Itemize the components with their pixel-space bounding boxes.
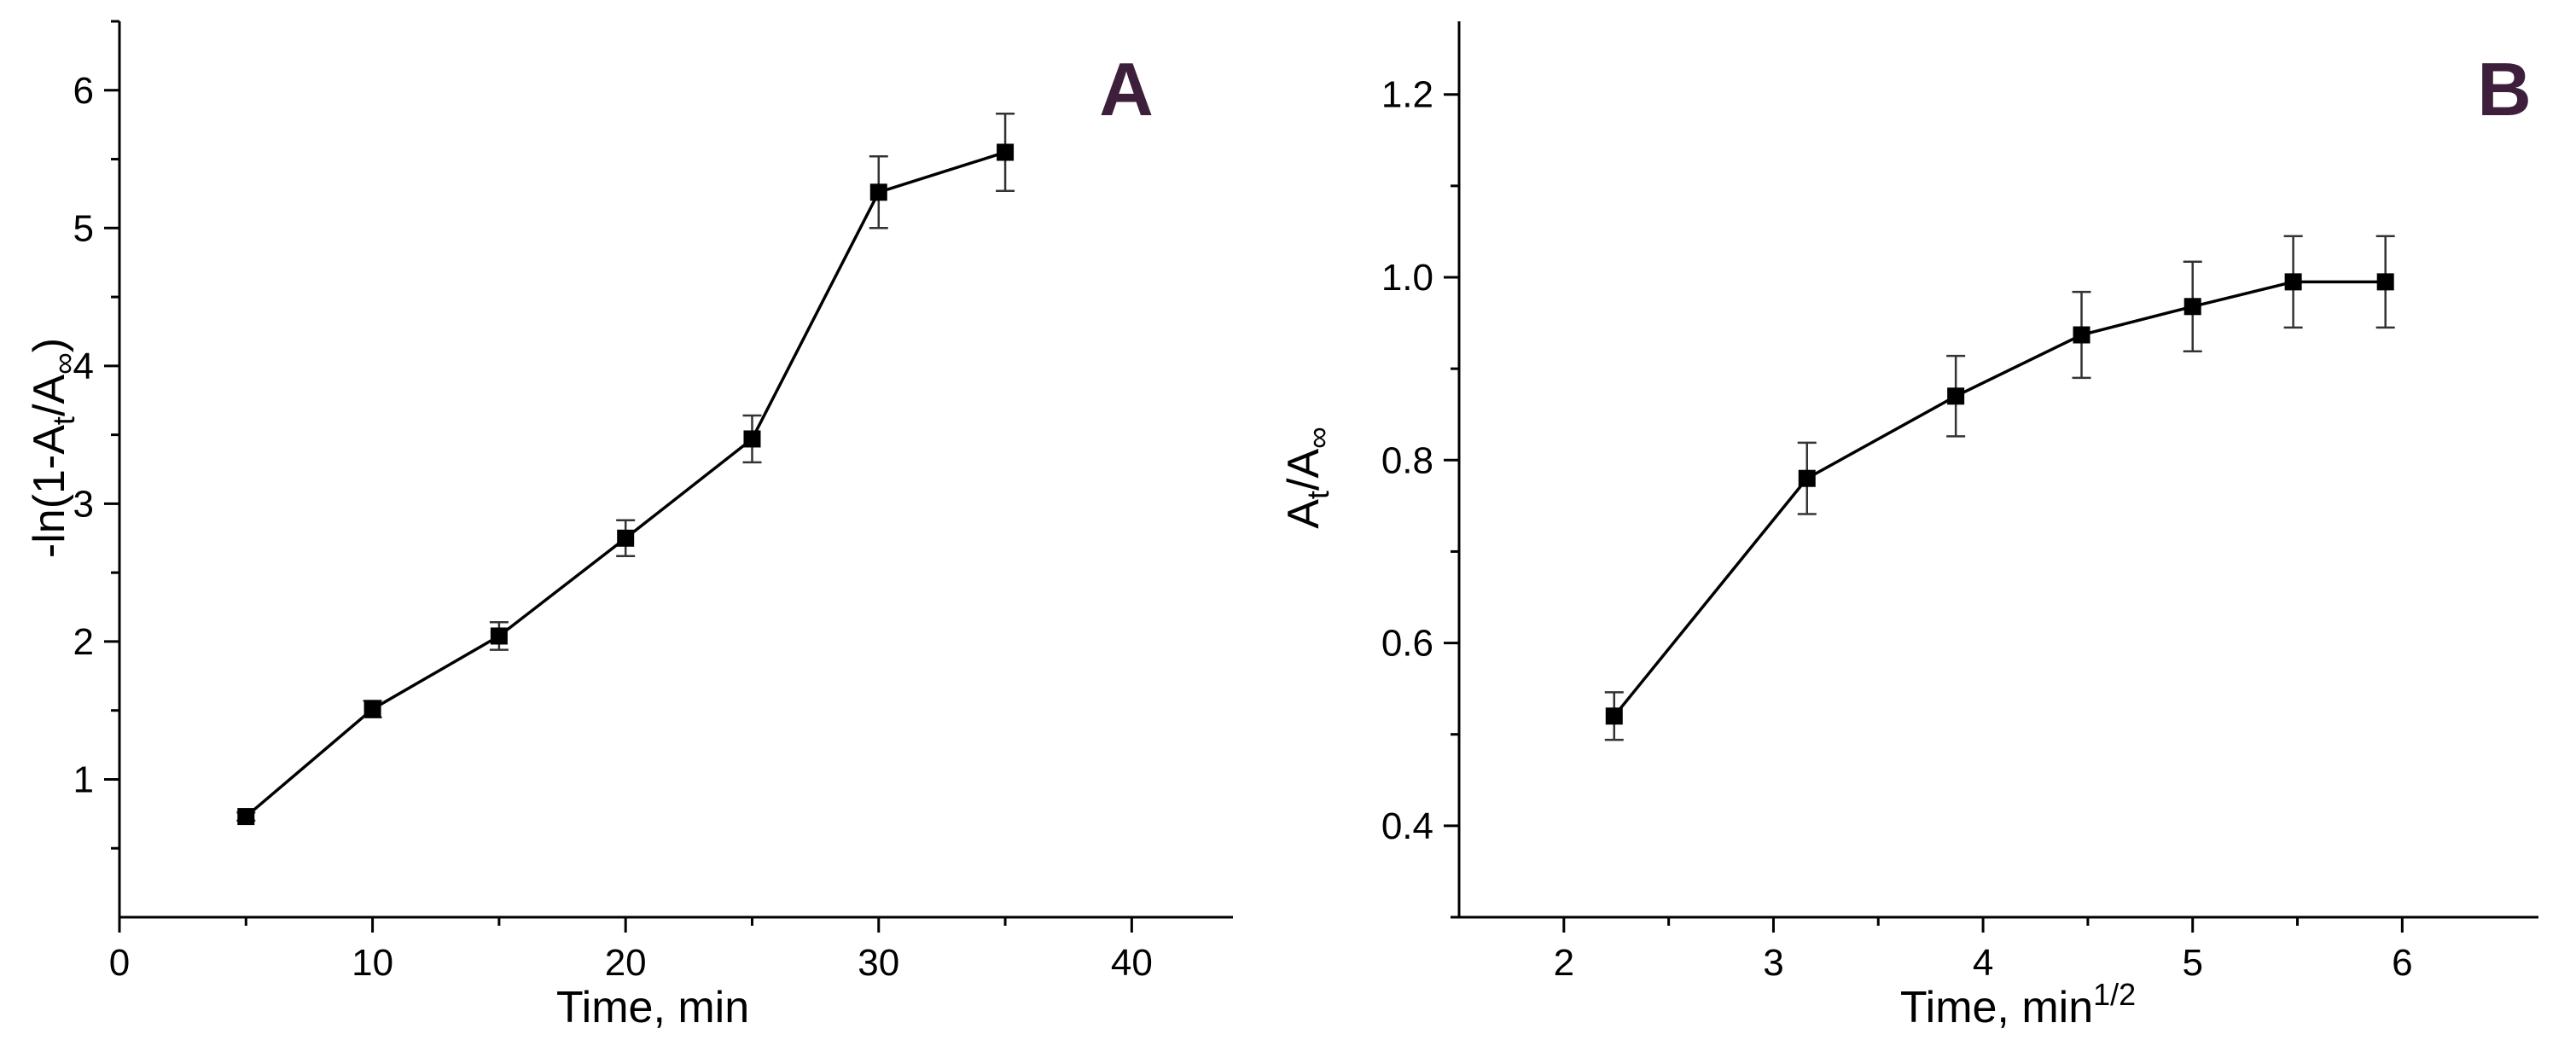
y-tick-label-b: 1.0 xyxy=(1381,257,1433,299)
data-point-a xyxy=(237,808,255,826)
y-axis-title-b-sub: t xyxy=(1300,491,1335,499)
x-tick-label-a: 20 xyxy=(605,942,647,984)
data-point-b xyxy=(2284,273,2302,291)
y-axis-title-b-sub2: ∞ xyxy=(1300,427,1335,449)
y-tick-label-a: 4 xyxy=(73,346,94,387)
x-axis-title-b: Time, min1/2 xyxy=(1900,977,2136,1032)
y-axis-title-b-mid: /A xyxy=(1279,449,1329,491)
y-axis-title-a-sub2: ∞ xyxy=(46,352,81,375)
y-tick-label-a: 1 xyxy=(73,758,94,800)
x-tick-label-b: 2 xyxy=(1554,942,1574,984)
y-axis-title-a: -ln(1-At/A∞) xyxy=(25,338,81,558)
data-point-a xyxy=(363,700,381,718)
y-tick-label-b: 1.2 xyxy=(1381,74,1433,116)
x-tick-label-b: 4 xyxy=(1973,942,1993,984)
x-tick-label-a: 40 xyxy=(1111,942,1153,984)
x-tick-label-b: 5 xyxy=(2182,942,2202,984)
y-axis-title-a-end: ) xyxy=(25,338,74,352)
panel-label-b: B xyxy=(2477,47,2532,131)
x-tick-label-a: 10 xyxy=(352,942,393,984)
data-point-a xyxy=(743,430,761,448)
y-axis-title-b-main: A xyxy=(1279,499,1329,529)
y-tick-label-a: 5 xyxy=(73,207,94,249)
x-axis-title-b-main: Time, min xyxy=(1900,983,2093,1032)
y-tick-label-a: 2 xyxy=(73,621,94,663)
data-point-b xyxy=(1605,707,1623,725)
y-tick-label-b: 0.4 xyxy=(1381,805,1433,847)
series-line-a xyxy=(245,150,1006,818)
data-point-b xyxy=(2376,273,2394,291)
series-a xyxy=(236,112,1015,826)
x-tick-label-a: 30 xyxy=(858,942,899,984)
y-axis-title-a-mid: /A xyxy=(25,375,74,416)
x-tick-label-b: 3 xyxy=(1763,942,1783,984)
y-tick-label-a: 6 xyxy=(73,70,94,112)
x-axis-title-b-sup: 1/2 xyxy=(2093,977,2136,1012)
data-point-b xyxy=(2183,298,2201,316)
data-point-a xyxy=(997,143,1015,161)
chart-panel-b: 2 3 4 5 6 0.4 0.6 0.8 1.0 1.2 B Time, min1/2 At/A… xyxy=(1279,21,2538,1032)
data-point-b xyxy=(1947,387,1965,405)
axes-b: 2 3 4 5 6 0.4 0.6 0.8 1.0 1.2 xyxy=(1381,21,2538,984)
chart-panel-a: 0 10 20 30 40 1 2 3 4 5 6 A Time, min -ln(1-At/A∞) xyxy=(25,20,1233,1032)
x-tick-label-b: 6 xyxy=(2392,942,2412,984)
x-tick-label-a: 0 xyxy=(109,942,130,984)
series-b xyxy=(1604,235,2395,741)
x-axis-title-a: Time, min xyxy=(556,983,749,1032)
panel-label-a: A xyxy=(1099,47,1154,131)
y-axis-title-b: At/A∞ xyxy=(1279,427,1335,529)
y-axis-title-a-main: -ln(1-A xyxy=(25,425,74,558)
data-point-b xyxy=(2073,326,2090,344)
y-tick-label-b: 0.6 xyxy=(1381,623,1433,665)
y-tick-label-b: 0.8 xyxy=(1381,439,1433,481)
data-point-a xyxy=(869,183,887,201)
axes-a: 0 10 20 30 40 1 2 3 4 5 6 xyxy=(73,20,1233,984)
y-axis-title-a-sub: t xyxy=(46,416,81,425)
data-point-b xyxy=(1798,469,1816,487)
data-point-a xyxy=(617,529,635,547)
data-point-a xyxy=(490,627,508,645)
y-tick-label-a: 3 xyxy=(73,483,94,525)
series-line-b xyxy=(1613,280,2386,718)
